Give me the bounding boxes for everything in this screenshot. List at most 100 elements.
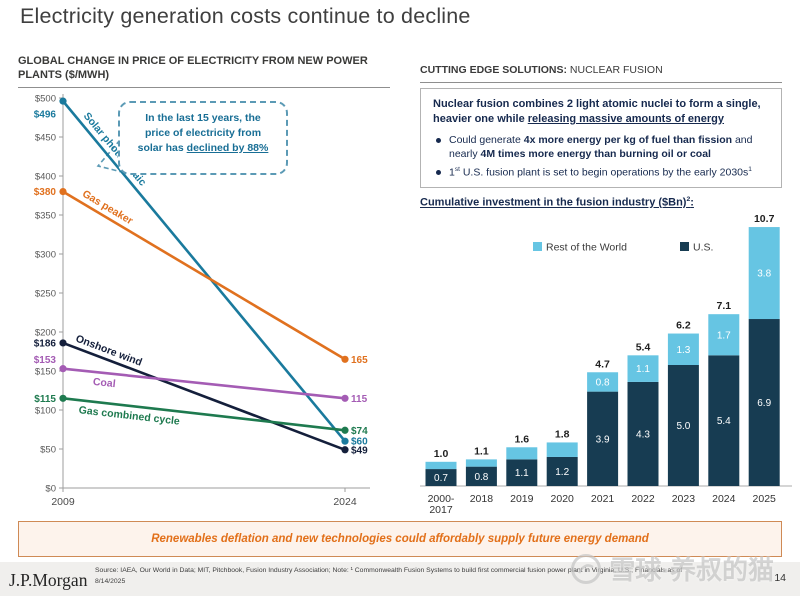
series-point (59, 394, 67, 402)
series-point (341, 446, 349, 454)
series-name-label: Coal (92, 376, 116, 390)
bar-segment-row (627, 355, 659, 382)
bar-segment-us (748, 319, 780, 486)
end-value-label: 115 (351, 394, 368, 405)
fusion-intro: Nuclear fusion combines 2 light atomic n… (433, 98, 761, 125)
bar-value-label: 1.7 (717, 330, 731, 341)
bar-total-label: 5.4 (636, 341, 651, 353)
y-tick-label: $500 (35, 94, 56, 105)
x-tick-label: 2024 (712, 493, 736, 505)
bar-total-label: 7.1 (716, 300, 731, 312)
bar-value-label: 1.1 (636, 364, 650, 375)
callout-line2: price of electricity from (144, 126, 262, 139)
bar-value-label: 1.1 (515, 468, 529, 479)
series-line (62, 190, 346, 361)
fusion-bullet-2: 1st U.S. fusion plant is set to begin op… (433, 166, 769, 180)
series-point (341, 426, 349, 434)
series-point (341, 394, 349, 402)
footer: J.P.Morgan Source: IAEA, Our World in Da… (0, 562, 800, 596)
bar-total-label: 1.0 (434, 448, 449, 460)
x-tick-label: 2023 (672, 493, 696, 505)
series-line (62, 341, 346, 451)
start-value-label: $186 (34, 338, 57, 349)
x-tick-label: 2022 (631, 493, 655, 505)
series-point (59, 97, 67, 105)
x-tick-label: 2020 (551, 493, 575, 505)
bar-segment-us (667, 365, 699, 486)
bar-value-label: 4.3 (636, 429, 650, 440)
bar-value-label: 3.8 (757, 269, 771, 280)
bar-value-label: 6.9 (757, 398, 771, 409)
y-tick-label: $100 (35, 406, 56, 417)
y-tick-label: $300 (35, 250, 56, 261)
bar-value-label: 3.9 (596, 434, 610, 445)
bar-segment-us (546, 456, 578, 486)
end-value-label: $74 (351, 426, 368, 437)
fusion-bullet-1: Could generate 4x more energy per kg of … (433, 134, 769, 162)
cutting-edge-header-rest: NUCLEAR FUSION (567, 64, 663, 76)
x-tick-label: 2017 (429, 504, 453, 515)
bar-total-label: 6.2 (676, 320, 691, 332)
left-chart-title: GLOBAL CHANGE IN PRICE OF ELECTRICITY FR… (18, 54, 390, 88)
page-number: 14 (774, 572, 786, 584)
source-line-2: 8/14/2025 (95, 577, 126, 585)
legend-label: U.S. (693, 242, 713, 254)
legend-swatch (680, 242, 689, 251)
bar-value-label: 0.7 (434, 473, 448, 484)
page-title: Electricity generation costs continue to… (20, 4, 471, 28)
bar-segment-row (587, 372, 619, 392)
y-tick-label: $0 (45, 484, 56, 495)
start-value-label: $115 (34, 394, 56, 405)
legend-swatch (533, 242, 542, 251)
cutting-edge-header: CUTTING EDGE SOLUTIONS: NUCLEAR FUSION (420, 64, 782, 83)
y-tick-label: $250 (35, 289, 56, 300)
cutting-edge-header-bold: CUTTING EDGE SOLUTIONS: (420, 64, 567, 76)
y-tick-label: $400 (35, 172, 56, 183)
y-tick-label: $50 (40, 445, 56, 456)
bullet-dot-icon (436, 137, 441, 143)
series-point (341, 355, 349, 363)
bar-segment-row (465, 459, 497, 467)
bar-total-label: 1.6 (514, 433, 529, 445)
x-tick-label: 2000- (428, 493, 455, 505)
x-tick-label: 2019 (510, 493, 534, 505)
series-point (59, 339, 67, 347)
y-tick-label: $350 (35, 211, 56, 222)
bar-value-label: 5.0 (676, 421, 690, 432)
bar-segment-us (506, 459, 538, 486)
snowball-icon (571, 553, 602, 584)
start-value-label: $153 (34, 355, 57, 366)
bar-segment-us (425, 469, 457, 486)
series-name-label: Gas combined cycle (78, 404, 180, 427)
bar-total-label: 1.1 (474, 445, 489, 457)
bar-chart-title: Cumulative investment in the fusion indu… (420, 196, 694, 209)
fusion-info-box: Nuclear fusion combines 2 light atomic n… (420, 88, 782, 188)
callout-line3: solar has declined by 88% (137, 141, 269, 154)
end-value-label: $49 (351, 445, 368, 456)
bar-value-label: 1.2 (555, 467, 569, 478)
x-tick-label: 2018 (470, 493, 494, 505)
bullet-dot-icon (436, 170, 441, 176)
bar-segment-row (667, 333, 699, 365)
solar-decline-callout: In the last 15 years, the price of elect… (118, 101, 288, 175)
bar-segment-us (708, 355, 740, 486)
series-line (61, 100, 347, 443)
bar-segment-us (587, 391, 619, 486)
watermark-text: 雪球·养叔的猫 (609, 555, 774, 585)
x-tick-label: 2024 (333, 496, 357, 508)
start-value-label: $496 (34, 110, 57, 121)
end-value-label: $60 (351, 437, 368, 448)
fusion-bullets: Could generate 4x more energy per kg of … (433, 134, 769, 181)
legend-label: Rest of the World (546, 242, 627, 254)
series-point (59, 365, 67, 373)
y-tick-label: $450 (35, 133, 56, 144)
jpmorgan-logo: J.P.Morgan (9, 570, 88, 590)
bar-total-label: 1.8 (555, 428, 570, 440)
series-point (59, 188, 67, 196)
bar-chart: Rest of the World U.S. 1.0 0.7 2000-2017 1.1 0… (420, 213, 792, 515)
bar-segment-row (748, 227, 780, 320)
bar-segment-us (465, 466, 497, 486)
bar-value-label: 5.4 (717, 416, 731, 427)
bar-value-label: 1.3 (676, 345, 690, 356)
source-line-1: Source: IAEA, Our World in Data; MIT, Pi… (95, 567, 683, 574)
